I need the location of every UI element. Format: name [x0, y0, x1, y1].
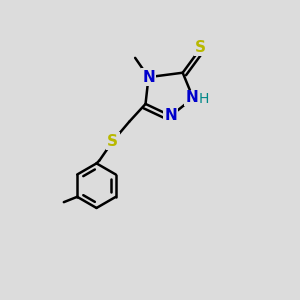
Text: N: N	[185, 91, 198, 106]
Text: N: N	[164, 108, 177, 123]
Text: N: N	[142, 70, 155, 85]
Text: S: S	[107, 134, 118, 148]
Text: H: H	[198, 92, 209, 106]
Text: S: S	[195, 40, 206, 55]
